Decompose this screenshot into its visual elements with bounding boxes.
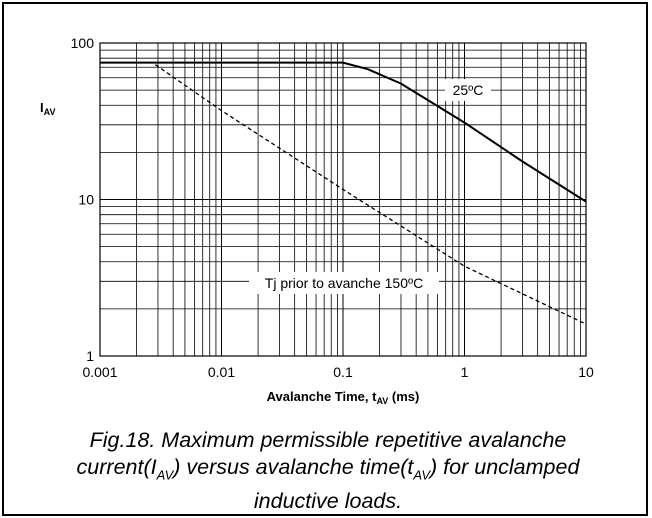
y-tick-label: 1 [86, 348, 94, 364]
x-axis-label: Avalanche Time, tAV (ms) [267, 389, 420, 406]
chart-labels: 0.001 0.01 0.1 1 10 1 10 100 25ºC Tj prior to ava… [71, 35, 594, 380]
series-label-25c-bg [445, 79, 491, 101]
plot-area-border [99, 42, 587, 357]
chart-series [100, 61, 587, 325]
chart: 0.001 0.01 0.1 1 10 1 10 100 25ºC Tj prior to ava… [40, 35, 594, 406]
y-tick-label: 100 [71, 35, 95, 51]
figure-caption: Fig.18. Maximum permissible repetitive a… [4, 427, 652, 515]
chart-grid [99, 42, 587, 357]
x-tick-label: 0.001 [82, 364, 117, 380]
caption-line-2: current(IAV) versus avalanche time(tAV) … [76, 455, 580, 483]
caption-line-3: inductive loads. [253, 489, 403, 514]
x-tick-label: 10 [578, 364, 594, 380]
y-tick-label: 10 [78, 192, 94, 208]
series-label-150c: Tj prior to avanche 150ºC [265, 275, 423, 291]
series-line-25c [100, 61, 587, 203]
x-tick-label: 1 [461, 364, 469, 380]
series-line-150c [100, 61, 587, 325]
y-axis-label: IAV [40, 100, 55, 117]
series-label-150c-bg [249, 272, 439, 294]
x-tick-label: 0.1 [333, 364, 353, 380]
series-label-25c: 25ºC [453, 82, 484, 98]
x-tick-label: 0.01 [208, 364, 235, 380]
caption-line-1: Fig.18. Maximum permissible repetitive a… [89, 428, 567, 452]
